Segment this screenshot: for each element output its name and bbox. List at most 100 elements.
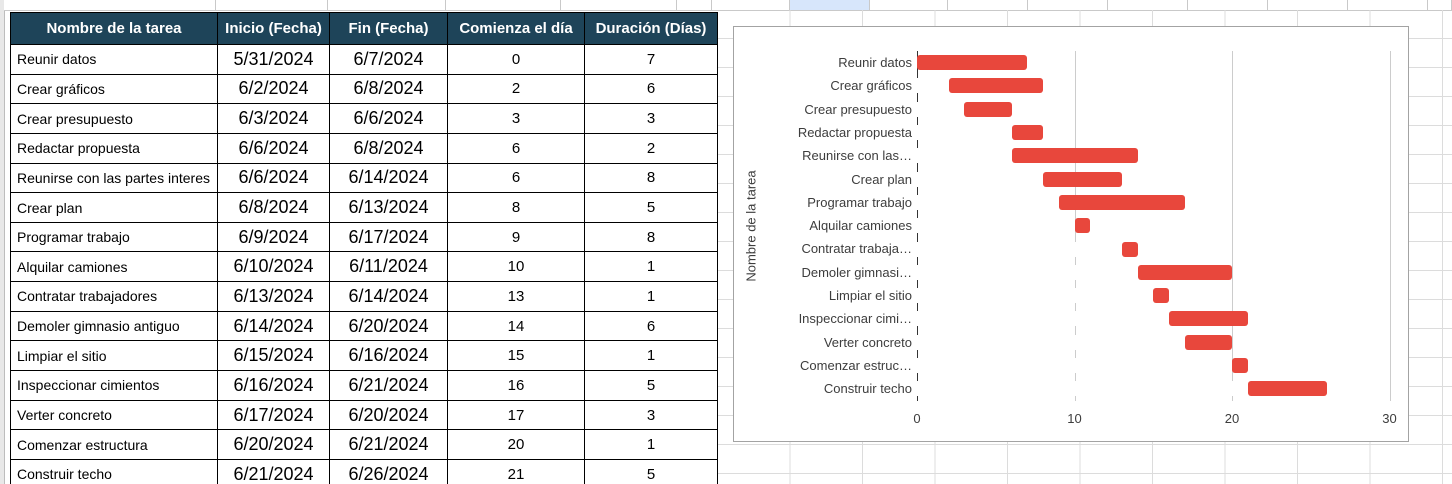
start-date-cell[interactable]: 6/6/2024 xyxy=(217,163,329,193)
gantt-bar[interactable] xyxy=(1153,288,1169,304)
start-date-cell[interactable]: 6/17/2024 xyxy=(217,400,329,430)
gantt-bar[interactable] xyxy=(1043,171,1122,187)
start-date-cell[interactable]: 6/9/2024 xyxy=(217,222,329,252)
end-date-cell[interactable]: 6/21/2024 xyxy=(329,371,447,400)
end-date-cell[interactable]: 6/7/2024 xyxy=(329,45,447,74)
end-date-cell[interactable]: 6/11/2024 xyxy=(329,252,447,282)
duration-cell[interactable]: 1 xyxy=(584,430,717,459)
name-cell[interactable]: Crear presupuesto xyxy=(17,110,133,127)
header-cell[interactable]: Inicio (Fecha) xyxy=(217,13,329,44)
header-cell[interactable]: Nombre de la tarea xyxy=(46,20,182,37)
grid-cell[interactable] xyxy=(1268,0,1348,10)
name-cell[interactable]: Crear plan xyxy=(17,199,83,216)
duration-cell[interactable]: 2 xyxy=(584,133,717,163)
start-day-cell[interactable]: 6 xyxy=(447,133,584,163)
start-day-cell[interactable]: 0 xyxy=(447,45,584,74)
duration-cell[interactable]: 8 xyxy=(584,222,717,252)
start-date-cell[interactable]: 6/2/2024 xyxy=(217,74,329,104)
name-cell[interactable]: Reunir datos xyxy=(17,51,97,68)
gantt-bar[interactable] xyxy=(1058,194,1185,210)
selected-cell[interactable] xyxy=(790,0,870,10)
gantt-bar[interactable] xyxy=(1074,218,1091,234)
name-cell[interactable]: Contratar trabajadores xyxy=(17,288,158,305)
grid-cell[interactable] xyxy=(1348,0,1428,10)
duration-cell[interactable]: 6 xyxy=(584,74,717,104)
end-date-cell[interactable]: 6/26/2024 xyxy=(329,459,447,484)
name-cell[interactable]: Programar trabajo xyxy=(17,229,130,246)
start-day-cell[interactable]: 21 xyxy=(447,459,584,484)
gantt-bar[interactable] xyxy=(1247,381,1327,397)
end-date-cell[interactable]: 6/14/2024 xyxy=(329,282,447,311)
end-date-cell[interactable]: 6/20/2024 xyxy=(329,400,447,430)
gantt-bar[interactable] xyxy=(917,55,1028,71)
start-day-cell[interactable]: 17 xyxy=(447,400,584,430)
duration-cell[interactable]: 8 xyxy=(584,163,717,193)
duration-cell[interactable]: 6 xyxy=(584,311,717,341)
gantt-bar[interactable] xyxy=(1121,241,1138,257)
gantt-bar[interactable] xyxy=(1011,125,1043,141)
duration-cell[interactable]: 3 xyxy=(584,104,717,133)
start-date-cell[interactable]: 6/21/2024 xyxy=(217,459,329,484)
duration-cell[interactable]: 1 xyxy=(584,252,717,282)
gantt-bar[interactable] xyxy=(1184,334,1232,350)
header-cell[interactable]: Comienza el día xyxy=(447,13,584,44)
gantt-bar[interactable] xyxy=(964,101,1012,117)
start-date-cell[interactable]: 6/10/2024 xyxy=(217,252,329,282)
name-cell[interactable]: Redactar propuesta xyxy=(17,140,140,157)
name-cell[interactable]: Construir techo xyxy=(17,466,112,483)
start-date-cell[interactable]: 6/13/2024 xyxy=(217,282,329,311)
name-cell[interactable]: Crear gráficos xyxy=(17,80,105,97)
start-date-cell[interactable]: 6/15/2024 xyxy=(217,341,329,371)
end-date-cell[interactable]: 6/16/2024 xyxy=(329,341,447,371)
grid-cell[interactable] xyxy=(1428,0,1452,10)
name-cell[interactable]: Inspeccionar cimientos xyxy=(17,377,160,394)
start-day-cell[interactable]: 13 xyxy=(447,282,584,311)
end-date-cell[interactable]: 6/6/2024 xyxy=(329,104,447,133)
grid-cell[interactable] xyxy=(677,0,712,10)
duration-cell[interactable]: 1 xyxy=(584,282,717,311)
gantt-bar[interactable] xyxy=(1011,148,1138,164)
start-day-cell[interactable]: 6 xyxy=(447,163,584,193)
start-day-cell[interactable]: 20 xyxy=(447,430,584,459)
end-date-cell[interactable]: 6/14/2024 xyxy=(329,163,447,193)
start-date-cell[interactable]: 6/16/2024 xyxy=(217,371,329,400)
header-cell[interactable]: Fin (Fecha) xyxy=(329,13,447,44)
header-cell[interactable]: Duración (Días) xyxy=(584,13,717,44)
gantt-chart[interactable]: Nombre de la tarea Reunir datos Crear grá… xyxy=(733,26,1409,442)
name-cell[interactable]: Limpiar el sitio xyxy=(17,347,107,364)
grid-cell[interactable] xyxy=(561,0,677,10)
end-date-cell[interactable]: 6/8/2024 xyxy=(329,74,447,104)
start-day-cell[interactable]: 16 xyxy=(447,371,584,400)
grid-cell[interactable] xyxy=(870,0,948,10)
start-day-cell[interactable]: 2 xyxy=(447,74,584,104)
grid-cell[interactable] xyxy=(446,0,561,10)
start-date-cell[interactable]: 5/31/2024 xyxy=(217,45,329,74)
name-cell[interactable]: Reunirse con las partes interes xyxy=(17,169,210,186)
start-day-cell[interactable]: 14 xyxy=(447,311,584,341)
start-day-cell[interactable]: 10 xyxy=(447,252,584,282)
name-cell[interactable]: Demoler gimnasio antiguo xyxy=(17,318,180,335)
name-cell[interactable]: Alquilar camiones xyxy=(17,258,128,275)
duration-cell[interactable]: 5 xyxy=(584,371,717,400)
gantt-bar[interactable] xyxy=(948,78,1043,94)
start-date-cell[interactable]: 6/3/2024 xyxy=(217,104,329,133)
name-cell[interactable]: Verter concreto xyxy=(17,407,112,423)
start-date-cell[interactable]: 6/14/2024 xyxy=(217,311,329,341)
grid-cell[interactable] xyxy=(328,0,446,10)
start-day-cell[interactable]: 8 xyxy=(447,193,584,222)
start-date-cell[interactable]: 6/8/2024 xyxy=(217,193,329,222)
start-date-cell[interactable]: 6/6/2024 xyxy=(217,133,329,163)
gantt-bar[interactable] xyxy=(1169,311,1248,327)
duration-cell[interactable]: 7 xyxy=(584,45,717,74)
grid-cell[interactable] xyxy=(1028,0,1108,10)
start-day-cell[interactable]: 9 xyxy=(447,222,584,252)
grid-cell[interactable] xyxy=(1108,0,1188,10)
grid-cell[interactable] xyxy=(948,0,1028,10)
duration-cell[interactable]: 5 xyxy=(584,459,717,484)
end-date-cell[interactable]: 6/20/2024 xyxy=(329,311,447,341)
grid-cell[interactable] xyxy=(4,0,216,10)
end-date-cell[interactable]: 6/21/2024 xyxy=(329,430,447,459)
grid-cell[interactable] xyxy=(1188,0,1268,10)
duration-cell[interactable]: 3 xyxy=(584,400,717,430)
start-date-cell[interactable]: 6/20/2024 xyxy=(217,430,329,459)
